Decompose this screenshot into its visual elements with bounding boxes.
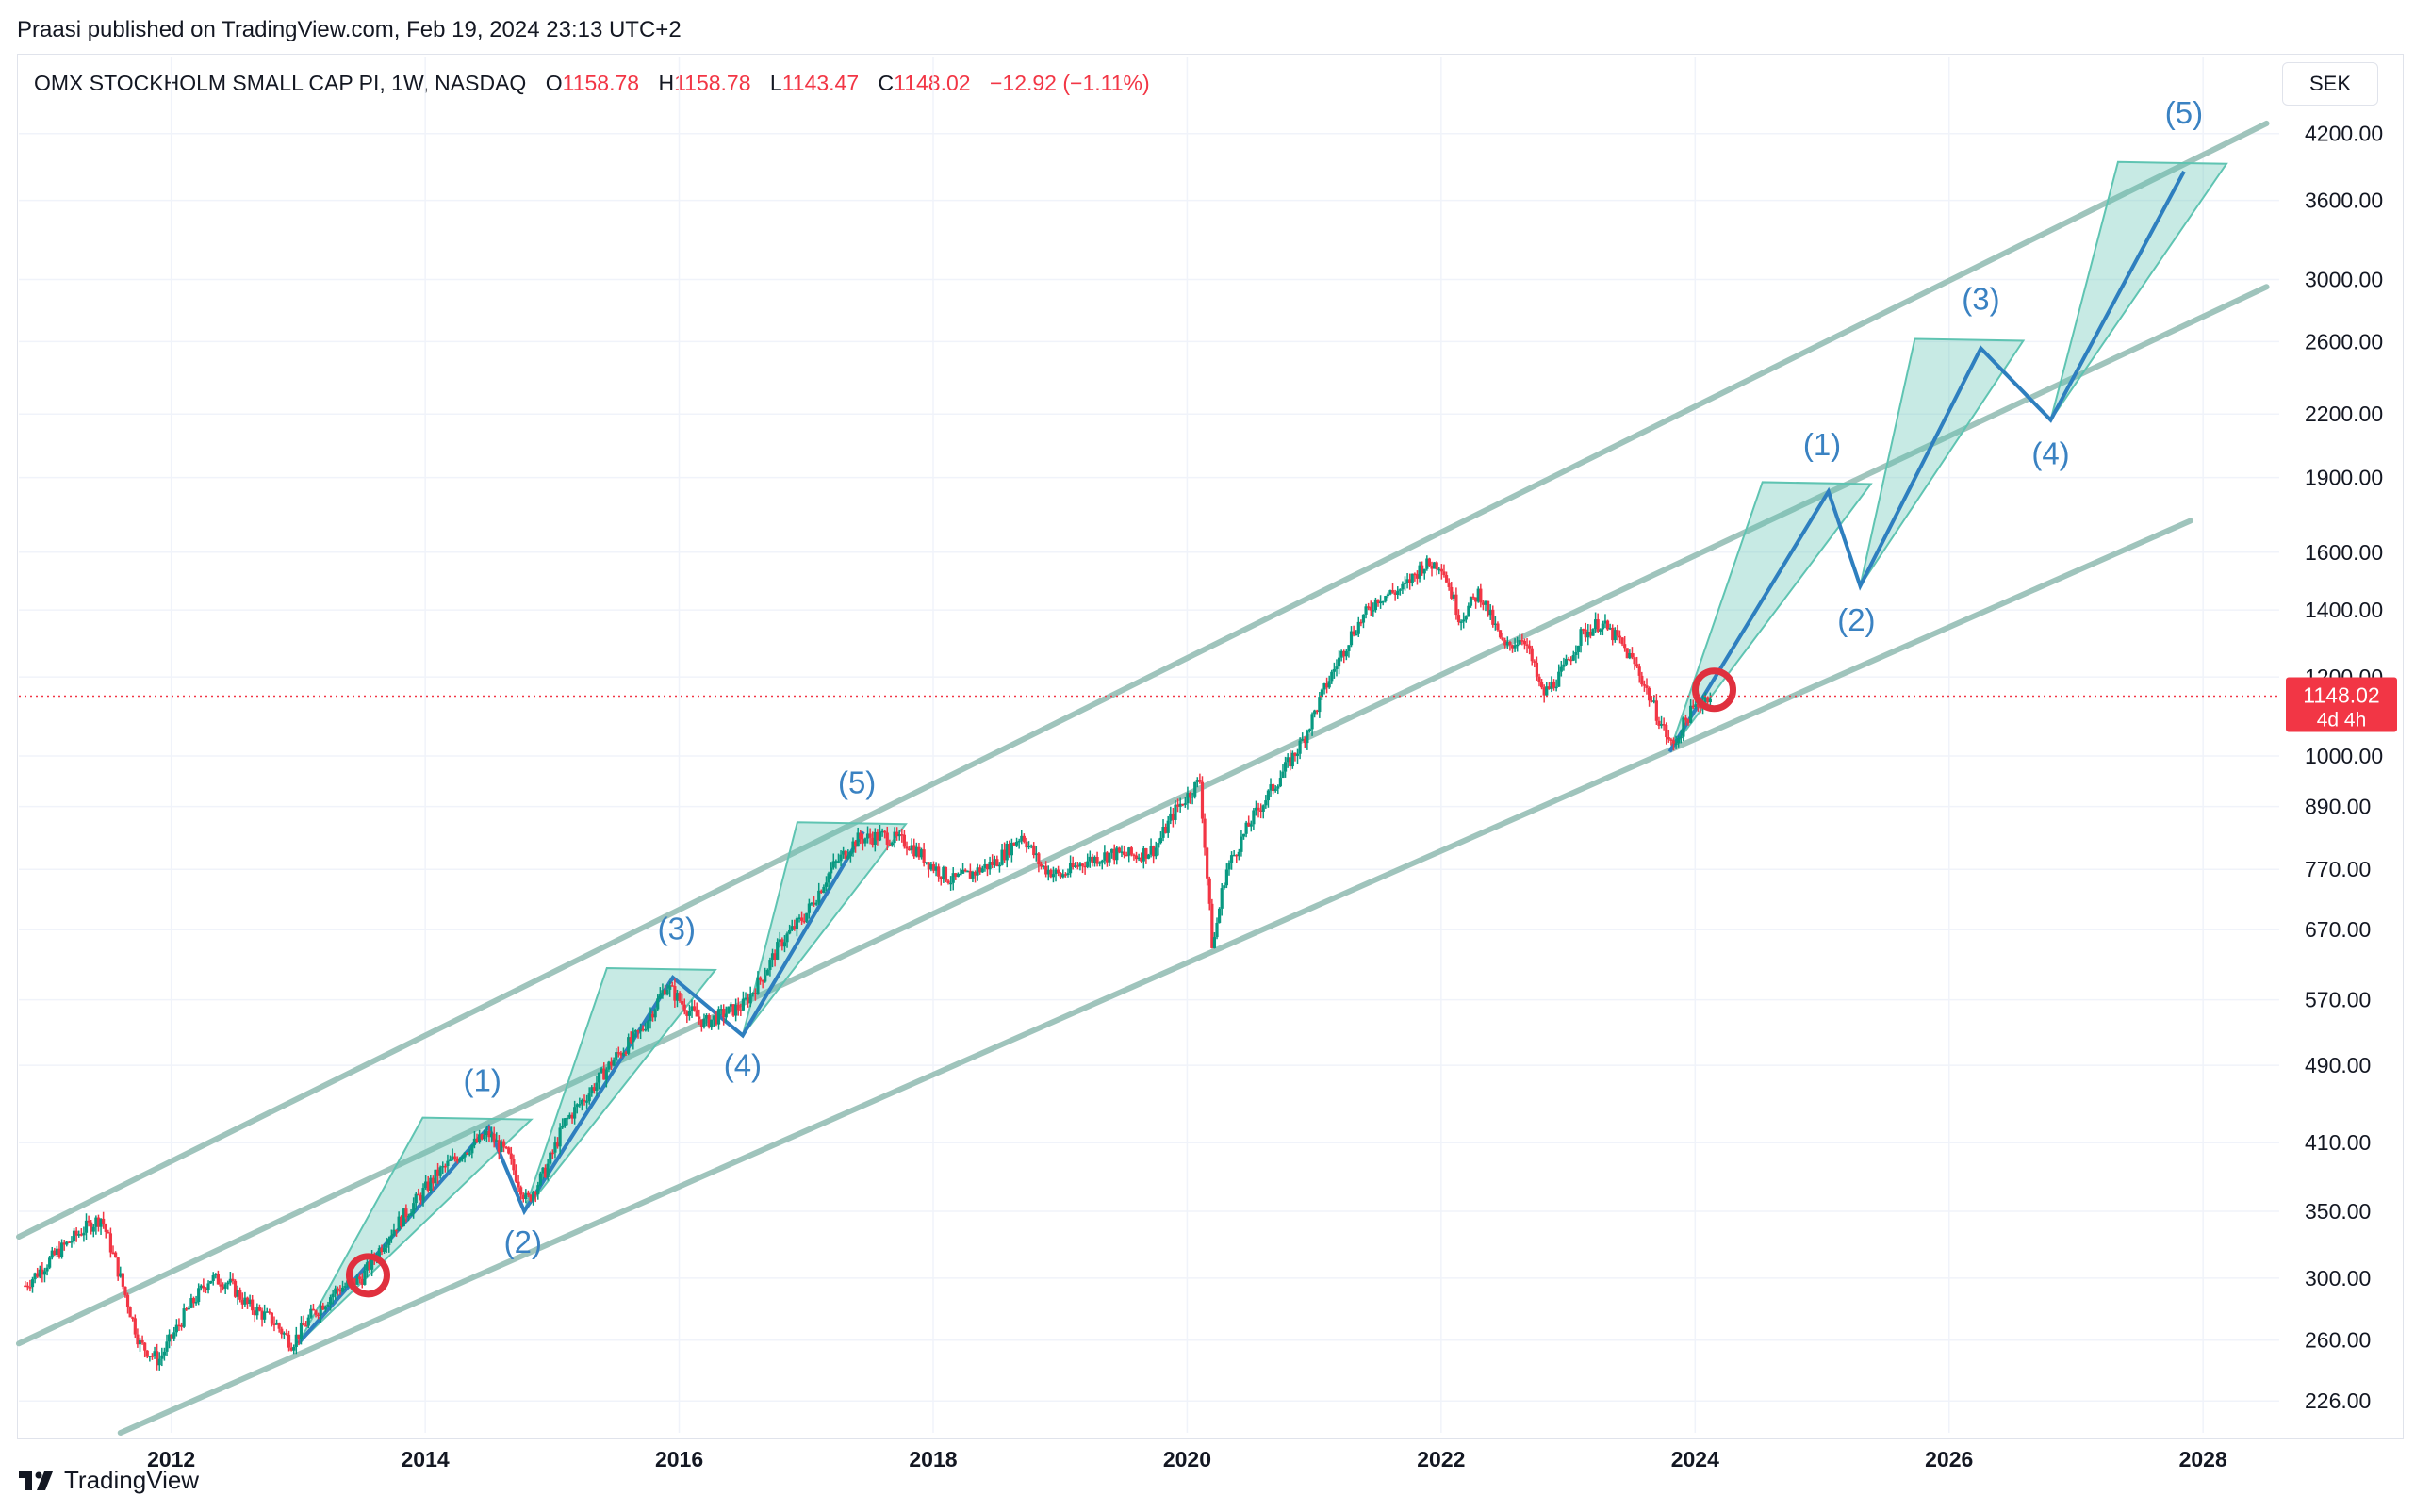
change-value: −12.92 (−1.11%) [989, 71, 1150, 95]
high-label: H [658, 71, 675, 95]
x-tick-label: 2024 [1671, 1447, 1719, 1471]
close-label: C [878, 71, 895, 95]
x-tick-label: 2020 [1163, 1447, 1211, 1471]
low-label: L [769, 71, 782, 95]
open-value: 1158.78 [562, 71, 640, 95]
x-tick-label: 2016 [655, 1447, 703, 1471]
publish-line: Praasi published on TradingView.com, Feb… [17, 17, 682, 42]
symbol-title[interactable]: OMX STOCKHOLM SMALL CAP PI, 1W, NASDAQ [34, 71, 527, 95]
low-value: 1143.47 [781, 71, 860, 95]
x-tick-label: 2022 [1417, 1447, 1465, 1471]
brand-name: TradingView [64, 1466, 200, 1494]
ohlc-legend: OMX STOCKHOLM SMALL CAP PI, 1W, NASDAQ O… [34, 71, 1150, 96]
x-tick-label: 2014 [402, 1447, 450, 1471]
currency-button[interactable]: SEK [2282, 62, 2378, 106]
x-tick-label: 2028 [2179, 1447, 2227, 1471]
tradingview-logo-icon [19, 1471, 53, 1490]
tradingview-brand[interactable]: TradingView [19, 1466, 199, 1495]
close-value: 1148.02 [894, 71, 971, 95]
x-tick-label: 2026 [1925, 1447, 1973, 1471]
x-tick-label: 2018 [909, 1447, 957, 1471]
open-label: O [545, 71, 563, 95]
high-value: 1158.78 [674, 71, 751, 95]
chart-frame[interactable] [17, 54, 2404, 1439]
